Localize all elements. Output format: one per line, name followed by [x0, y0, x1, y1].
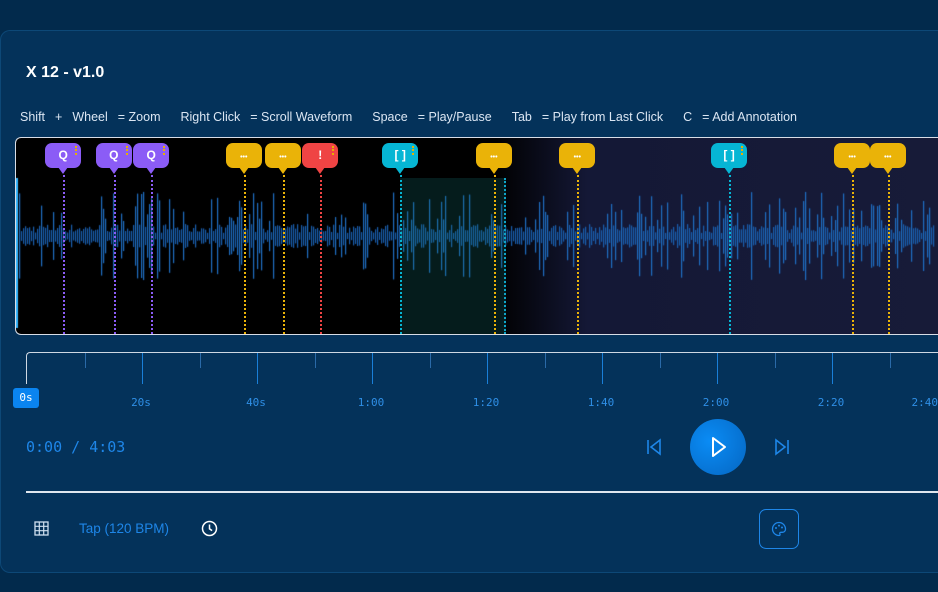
- annotation-line: [493, 175, 496, 334]
- shortcut-hints: Shift + Wheel = Zoom Right Click = Scrol…: [20, 110, 920, 124]
- clock-button[interactable]: [201, 520, 218, 542]
- timeline-ruler[interactable]: [26, 352, 938, 384]
- shortcut-action: = Add Annotation: [702, 110, 798, 124]
- divider: [26, 491, 938, 493]
- selection-region[interactable]: [400, 178, 506, 334]
- annotation-glyph: •••: [848, 154, 856, 161]
- skip-forward-button[interactable]: [773, 438, 791, 461]
- timeline-label: 20s: [131, 396, 151, 409]
- annotation-marker-purple[interactable]: Q: [45, 143, 82, 174]
- drag-handle-icon[interactable]: [412, 146, 415, 155]
- timeline-tick: [774, 353, 776, 368]
- annotation-marker-cyan[interactable]: [ ]: [382, 143, 419, 174]
- drag-handle-icon[interactable]: [163, 146, 166, 155]
- shortcut-key: Wheel: [72, 110, 108, 124]
- shortcut-key: Space: [372, 110, 408, 124]
- palette-icon: [771, 521, 787, 537]
- skip-back-button[interactable]: [645, 438, 663, 461]
- timeline-label: 1:00: [357, 396, 385, 409]
- annotation-marker-yellow[interactable]: •••: [225, 143, 262, 174]
- annotation-glyph: [ ]: [394, 148, 406, 162]
- drag-handle-icon[interactable]: [741, 146, 744, 155]
- timeline-label: 1:20: [472, 396, 500, 409]
- annotation-glyph: •••: [240, 154, 248, 161]
- annotation-glyph: •••: [884, 154, 892, 161]
- timeline-tick: [659, 353, 661, 368]
- timeline-tick: [429, 353, 431, 368]
- tap-bpm-button[interactable]: Tap (120 BPM): [79, 521, 170, 536]
- annotation-line: [852, 175, 855, 334]
- annotation-glyph: •••: [573, 154, 581, 161]
- annotation-glyph: •••: [490, 154, 498, 161]
- annotation-line: [282, 175, 285, 334]
- annotation-marker-purple[interactable]: Q: [133, 143, 170, 174]
- annotation-marker-red[interactable]: !: [302, 143, 339, 174]
- waveform-canvas[interactable]: [16, 138, 936, 334]
- timeline-tick: [487, 353, 488, 384]
- timeline-tick: [832, 353, 833, 384]
- annotation-marker-yellow[interactable]: •••: [834, 143, 871, 174]
- annotation-glyph: •••: [279, 154, 287, 161]
- timeline-tick: [142, 353, 143, 384]
- annotation-line: [577, 175, 580, 334]
- timeline-tick: [602, 353, 603, 384]
- shortcut-key: C: [683, 110, 693, 124]
- annotation-marker-yellow[interactable]: •••: [559, 143, 596, 174]
- shortcut-key: Right Click: [180, 110, 241, 124]
- annotation-marker-yellow[interactable]: •••: [264, 143, 301, 174]
- theme-palette-button[interactable]: [759, 509, 799, 549]
- grid-button[interactable]: [34, 521, 49, 541]
- waveform[interactable]: Q Q Q ••• •••! [ ] ••• ••• [ ] ••• •••: [15, 137, 938, 335]
- shortcut-action: = Play/Pause: [417, 110, 492, 124]
- annotation-glyph: Q: [146, 148, 156, 162]
- timeline-tick: [314, 353, 316, 368]
- annotation-glyph: !: [318, 148, 323, 162]
- annotation-marker-yellow[interactable]: •••: [869, 143, 906, 174]
- time-display: 0:00 / 4:03: [26, 438, 126, 456]
- skip-forward-icon: [775, 438, 789, 456]
- drag-handle-icon[interactable]: [332, 146, 335, 155]
- clock-icon: [201, 520, 218, 537]
- shortcut-action: = Scroll Waveform: [250, 110, 353, 124]
- timeline-label: 2:00: [702, 396, 730, 409]
- timeline-tick: [544, 353, 546, 368]
- timeline-tick: [717, 353, 718, 384]
- annotation-line: [63, 175, 66, 334]
- annotation-glyph: Q: [109, 148, 119, 162]
- timeline-label: 2:40: [911, 396, 938, 409]
- annotation-marker-yellow[interactable]: •••: [475, 143, 512, 174]
- annotation-line: [887, 175, 890, 334]
- annotation-marker-purple[interactable]: Q: [95, 143, 132, 174]
- annotation-line: [729, 175, 732, 334]
- annotation-marker-cyan[interactable]: [ ]: [711, 143, 748, 174]
- app-title: X 12 - v1.0: [26, 64, 105, 81]
- annotation-line: [400, 175, 403, 334]
- timeline-label: 40s: [246, 396, 266, 409]
- annotation-line: [320, 175, 323, 334]
- annotation-line: [243, 175, 246, 334]
- drag-handle-icon[interactable]: [75, 146, 78, 155]
- grid-icon: [34, 521, 49, 536]
- shortcut-action: = Zoom: [117, 110, 161, 124]
- skip-back-icon: [647, 438, 661, 456]
- timeline-label: 1:40: [587, 396, 615, 409]
- playhead-label[interactable]: 0s: [13, 388, 39, 408]
- annotation-line: [113, 175, 116, 334]
- timeline-tick: [199, 353, 201, 368]
- play-button[interactable]: [690, 419, 746, 475]
- drag-handle-icon[interactable]: [125, 146, 128, 155]
- timeline-tick: [257, 353, 258, 384]
- timeline-tick: [84, 353, 86, 368]
- annotation-glyph: [ ]: [723, 148, 735, 162]
- timeline-tick: [889, 353, 891, 368]
- annotation-line: [151, 175, 154, 334]
- timeline-tick: [372, 353, 373, 384]
- shortcut-key: Shift: [20, 110, 46, 124]
- shortcut-action: = Play from Last Click: [541, 110, 664, 124]
- annotation-glyph: Q: [58, 148, 68, 162]
- play-icon: [712, 437, 726, 457]
- shortcut-plus: +: [55, 110, 63, 124]
- shortcut-key: Tab: [511, 110, 532, 124]
- timeline-label: 2:20: [817, 396, 845, 409]
